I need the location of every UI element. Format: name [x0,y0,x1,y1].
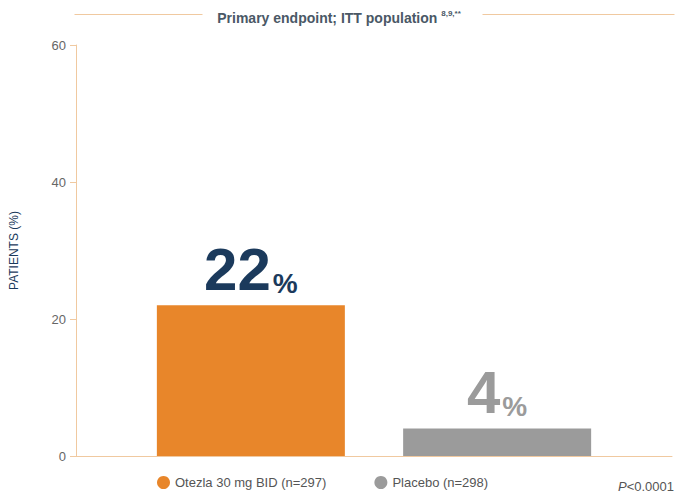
svg-text:%: % [502,391,527,422]
svg-text:0: 0 [59,449,66,464]
svg-text:<0.0001: <0.0001 [627,479,674,494]
svg-text:Placebo (n=298): Placebo (n=298) [392,475,488,490]
svg-text:%: % [273,268,298,299]
svg-text:PATIENTS (%): PATIENTS (%) [7,211,21,290]
svg-text:Primary endpoint; ITT populati: Primary endpoint; ITT population [217,10,441,26]
svg-text:Otezla 30 mg BID (n=297): Otezla 30 mg BID (n=297) [175,475,326,490]
svg-text:40: 40 [52,175,66,190]
svg-text:60: 60 [52,38,66,53]
svg-text:4: 4 [467,359,501,426]
svg-text:20: 20 [52,312,66,327]
svg-text:P: P [618,479,627,494]
svg-text:8,9,**: 8,9,** [441,9,461,18]
svg-text:22: 22 [204,236,271,303]
